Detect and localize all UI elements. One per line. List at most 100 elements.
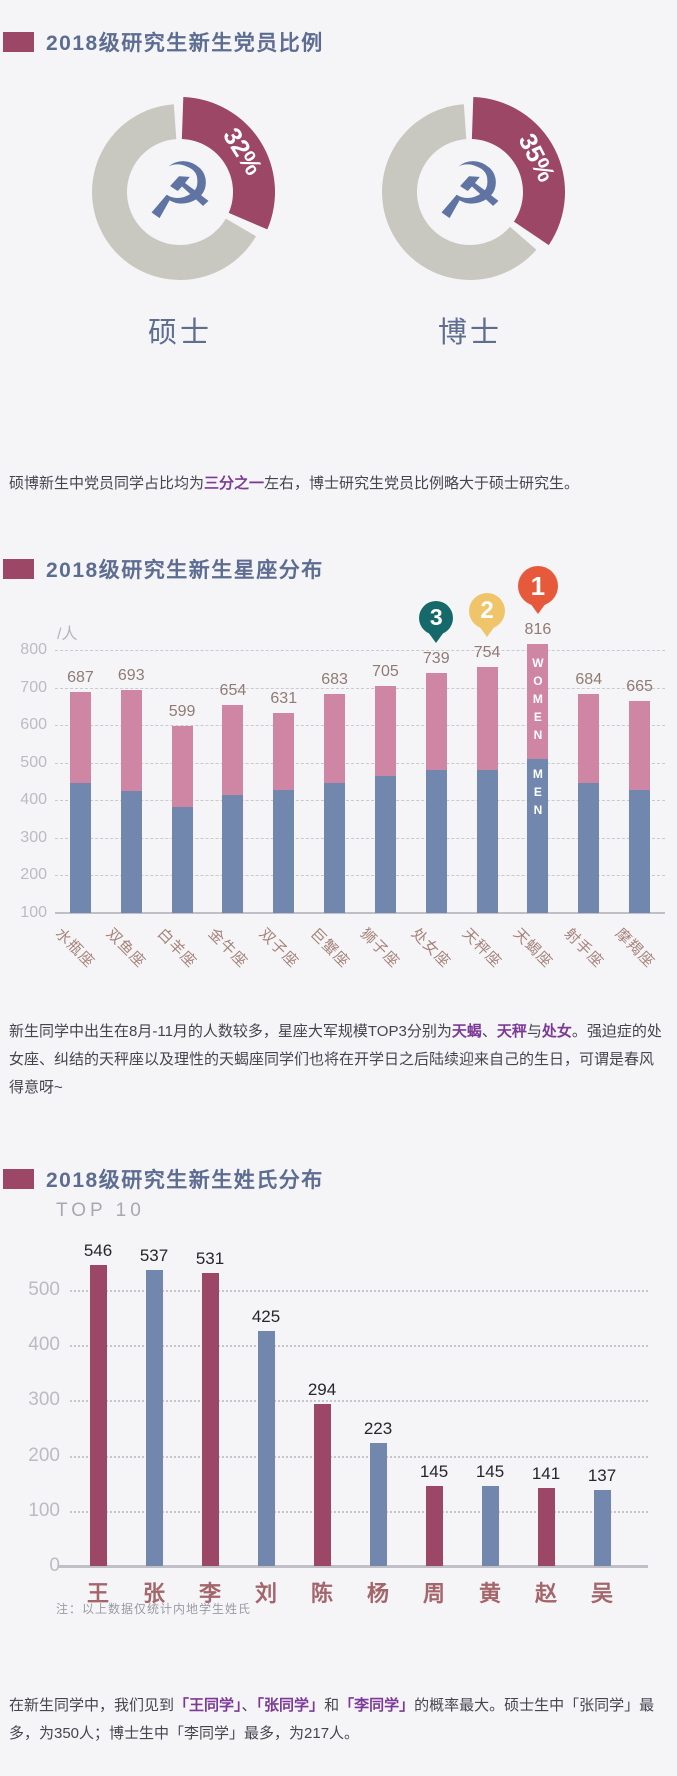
y-tick-label: 800 xyxy=(20,641,47,658)
rank-badge-3: 3 xyxy=(419,600,454,643)
highlighted-text: 「李同学」 xyxy=(339,1697,415,1714)
surname-value-label: 537 xyxy=(139,1245,169,1265)
plain-text: 、 xyxy=(241,1697,257,1714)
surname-x-label: 黄 xyxy=(478,1581,501,1606)
zodiac-bar-天蝎座: WOMEN MEN xyxy=(527,644,549,913)
y-tick-label: 700 xyxy=(20,678,47,696)
zodiac-bar-处女座 xyxy=(425,672,447,913)
highlighted-text: 「王同学」 xyxy=(174,1697,242,1714)
zodiac-summary-text: 新生同学中出生在8月-11月的人数较多，星座大军规模TOP3分别为天蝎、天秤与处… xyxy=(9,1018,667,1101)
surname-bar-王 xyxy=(89,1264,107,1566)
zodiac-plot-area: 100 200 300 400 500 600 700 800 687 水瓶座 693 双鱼座 599 白… xyxy=(20,566,665,971)
zodiac-value-label: 754 xyxy=(473,644,501,662)
hammer-sickle-icon: ☭ xyxy=(435,147,505,237)
x-axis-line xyxy=(55,912,665,914)
y-tick-label: 200 xyxy=(28,1444,60,1466)
plain-text: 新生同学中出生在8月-11月的人数较多，星座大军规模TOP3分别为 xyxy=(9,1023,452,1040)
zodiac-bar-双鱼座 xyxy=(120,690,142,913)
men-segment xyxy=(324,782,346,913)
donut-caption: 博士 xyxy=(437,317,502,349)
zodiac-value-label: 683 xyxy=(321,670,348,688)
surname-x-label: 赵 xyxy=(534,1581,557,1606)
zodiac-x-label: 天秤座 xyxy=(458,925,505,972)
section-header-zodiac: 2018级研究生新生星座分布 xyxy=(3,554,324,584)
zodiac-value-label: 739 xyxy=(422,649,450,667)
donut-chart: ☭ 35% xyxy=(375,97,565,287)
surname-x-label: 张 xyxy=(142,1581,165,1606)
y-tick-label: 100 xyxy=(28,1499,60,1521)
zodiac-value-label: 693 xyxy=(117,667,145,685)
zodiac-value-label: 599 xyxy=(168,702,196,720)
surname-chart-subtitle: TOP 10 xyxy=(56,1200,145,1221)
surname-x-label: 李 xyxy=(198,1581,221,1606)
men-segment xyxy=(476,770,498,913)
men-segment xyxy=(120,790,142,913)
hammer-sickle-icon: ☭ xyxy=(145,147,215,237)
zodiac-value-label: 816 xyxy=(524,621,552,638)
surname-x-label: 吴 xyxy=(590,1581,613,1606)
surname-value-label: 137 xyxy=(587,1466,617,1486)
surname-value-label: 294 xyxy=(307,1379,337,1399)
surname-chart-note: 注：以上数据仅统计内地学生姓氏 xyxy=(56,1602,252,1616)
men-segment xyxy=(222,794,244,913)
y-tick-label: 400 xyxy=(28,1334,60,1356)
zodiac-value-label: 654 xyxy=(219,681,247,699)
zodiac-x-label: 金牛座 xyxy=(204,925,251,972)
surname-bar-chart: 0 100 200 300 400 500 546 王 537 张 531 李 425 刘 294 陈 223 杨… xyxy=(0,1230,677,1640)
women-vertical-label: WOMEN xyxy=(530,656,545,747)
gridline xyxy=(55,837,665,839)
women-segment xyxy=(273,713,295,790)
men-segment xyxy=(629,789,651,913)
section-title-zodiac: 2018级研究生新生星座分布 xyxy=(46,559,324,582)
surname-x-label: 陈 xyxy=(310,1581,333,1606)
surname-x-label: 杨 xyxy=(366,1581,389,1606)
zodiac-x-label: 双鱼座 xyxy=(103,925,150,972)
plain-text: 与 xyxy=(526,1023,542,1040)
y-tick-label: 600 xyxy=(20,716,47,734)
women-segment xyxy=(222,704,244,795)
zodiac-bar-双子座 xyxy=(273,713,295,913)
surname-x-label: 周 xyxy=(422,1581,445,1606)
party-donut-charts: ☭ 32% 硕士 ☭ 35% 博士 xyxy=(45,97,605,351)
zodiac-value-label: 631 xyxy=(270,690,298,708)
women-segment xyxy=(425,672,447,771)
x-axis-line xyxy=(58,1565,648,1568)
zodiac-bar-射手座 xyxy=(578,693,600,913)
zodiac-x-label: 处女座 xyxy=(408,925,455,972)
zodiac-x-label: 天蝎座 xyxy=(509,925,556,972)
men-segment xyxy=(171,807,193,913)
surname-plot-area: 0 100 200 300 400 500 546 王 537 张 531 李 425 刘 294 陈 223 杨… xyxy=(28,1241,648,1606)
surname-value-label: 141 xyxy=(531,1464,561,1484)
title-bullet-square xyxy=(3,1169,34,1189)
women-segment xyxy=(578,693,600,783)
zodiac-x-label: 摩羯座 xyxy=(611,925,658,972)
surname-bar-张 xyxy=(145,1269,163,1566)
zodiac-bar-狮子座 xyxy=(374,685,396,913)
zodiac-x-label: 白羊座 xyxy=(153,925,200,972)
zodiac-x-label: 双子座 xyxy=(255,925,302,972)
women-segment xyxy=(120,690,142,791)
zodiac-x-label: 狮子座 xyxy=(357,925,404,972)
gridline xyxy=(55,762,665,764)
surname-bar-周 xyxy=(425,1485,443,1566)
surname-bar-刘 xyxy=(257,1331,275,1566)
rank-badge-2: 2 xyxy=(469,593,506,638)
men-segment xyxy=(425,770,447,913)
plain-text: 硕博新生中党员同学占比均为 xyxy=(9,475,205,492)
women-segment xyxy=(476,667,498,771)
men-segment xyxy=(273,789,295,913)
donut-remainder-segment xyxy=(92,104,257,280)
women-segment xyxy=(171,725,193,808)
plain-text: 在新生同学中，我们见到 xyxy=(9,1697,175,1714)
plain-text: 、 xyxy=(481,1023,497,1040)
gridline xyxy=(55,687,665,689)
title-bullet-square xyxy=(3,32,34,52)
y-tick-label: 0 xyxy=(49,1555,60,1576)
plain-text: 的概率最大。硕士生中「张同学」最多，为350人；博士生中「李同学」最多，为217… xyxy=(9,1697,655,1742)
y-tick-label: 500 xyxy=(28,1279,60,1300)
donut-remainder-segment xyxy=(381,104,537,280)
highlighted-text: 天蝎 xyxy=(451,1023,482,1040)
gridline xyxy=(70,1400,648,1403)
y-tick-label: 400 xyxy=(20,791,47,809)
